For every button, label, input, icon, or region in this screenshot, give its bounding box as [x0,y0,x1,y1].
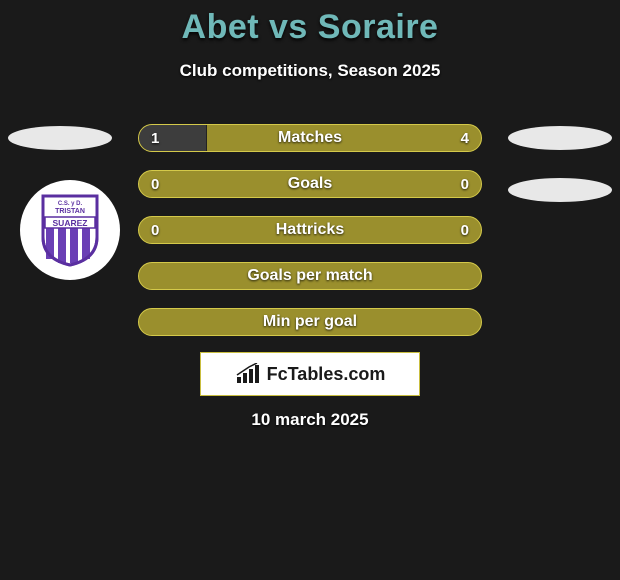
page-subtitle: Club competitions, Season 2025 [0,61,620,81]
date-text: 10 march 2025 [0,410,620,430]
page-title: Abet vs Soraire [0,8,620,47]
stat-label: Goals per match [139,263,481,289]
badge-line3: SUAREZ [53,218,88,228]
badge-line1: C.S. y D. [58,201,83,207]
badge-line2: TRISTAN [55,208,85,215]
stat-label: Matches [139,125,481,151]
stat-label: Min per goal [139,309,481,335]
stat-label: Hattricks [139,217,481,243]
stat-row-goals: 0 Goals 0 [138,170,482,198]
shield-icon: C.S. y D. TRISTAN SUAREZ [39,193,101,267]
infographic-container: Abet vs Soraire Club competitions, Seaso… [0,0,620,580]
stat-row-min-per-goal: Min per goal [138,308,482,336]
stat-row-hattricks: 0 Hattricks 0 [138,216,482,244]
stat-label: Goals [139,171,481,197]
stat-right-value: 4 [461,125,469,151]
stat-row-goals-per-match: Goals per match [138,262,482,290]
stat-row-matches: 1 Matches 4 [138,124,482,152]
stat-right-value: 0 [461,217,469,243]
club-badge: C.S. y D. TRISTAN SUAREZ [20,180,120,280]
brand-box[interactable]: FcTables.com [200,352,420,396]
stat-right-value: 0 [461,171,469,197]
player-photo-placeholder-right-2 [508,178,612,202]
player-photo-placeholder-left [8,126,112,150]
bar-chart-icon [235,363,261,385]
brand-text: FcTables.com [267,364,386,385]
stats-bars: 1 Matches 4 0 Goals 0 0 Hattricks 0 Goal… [138,124,482,354]
player-photo-placeholder-right-1 [508,126,612,150]
